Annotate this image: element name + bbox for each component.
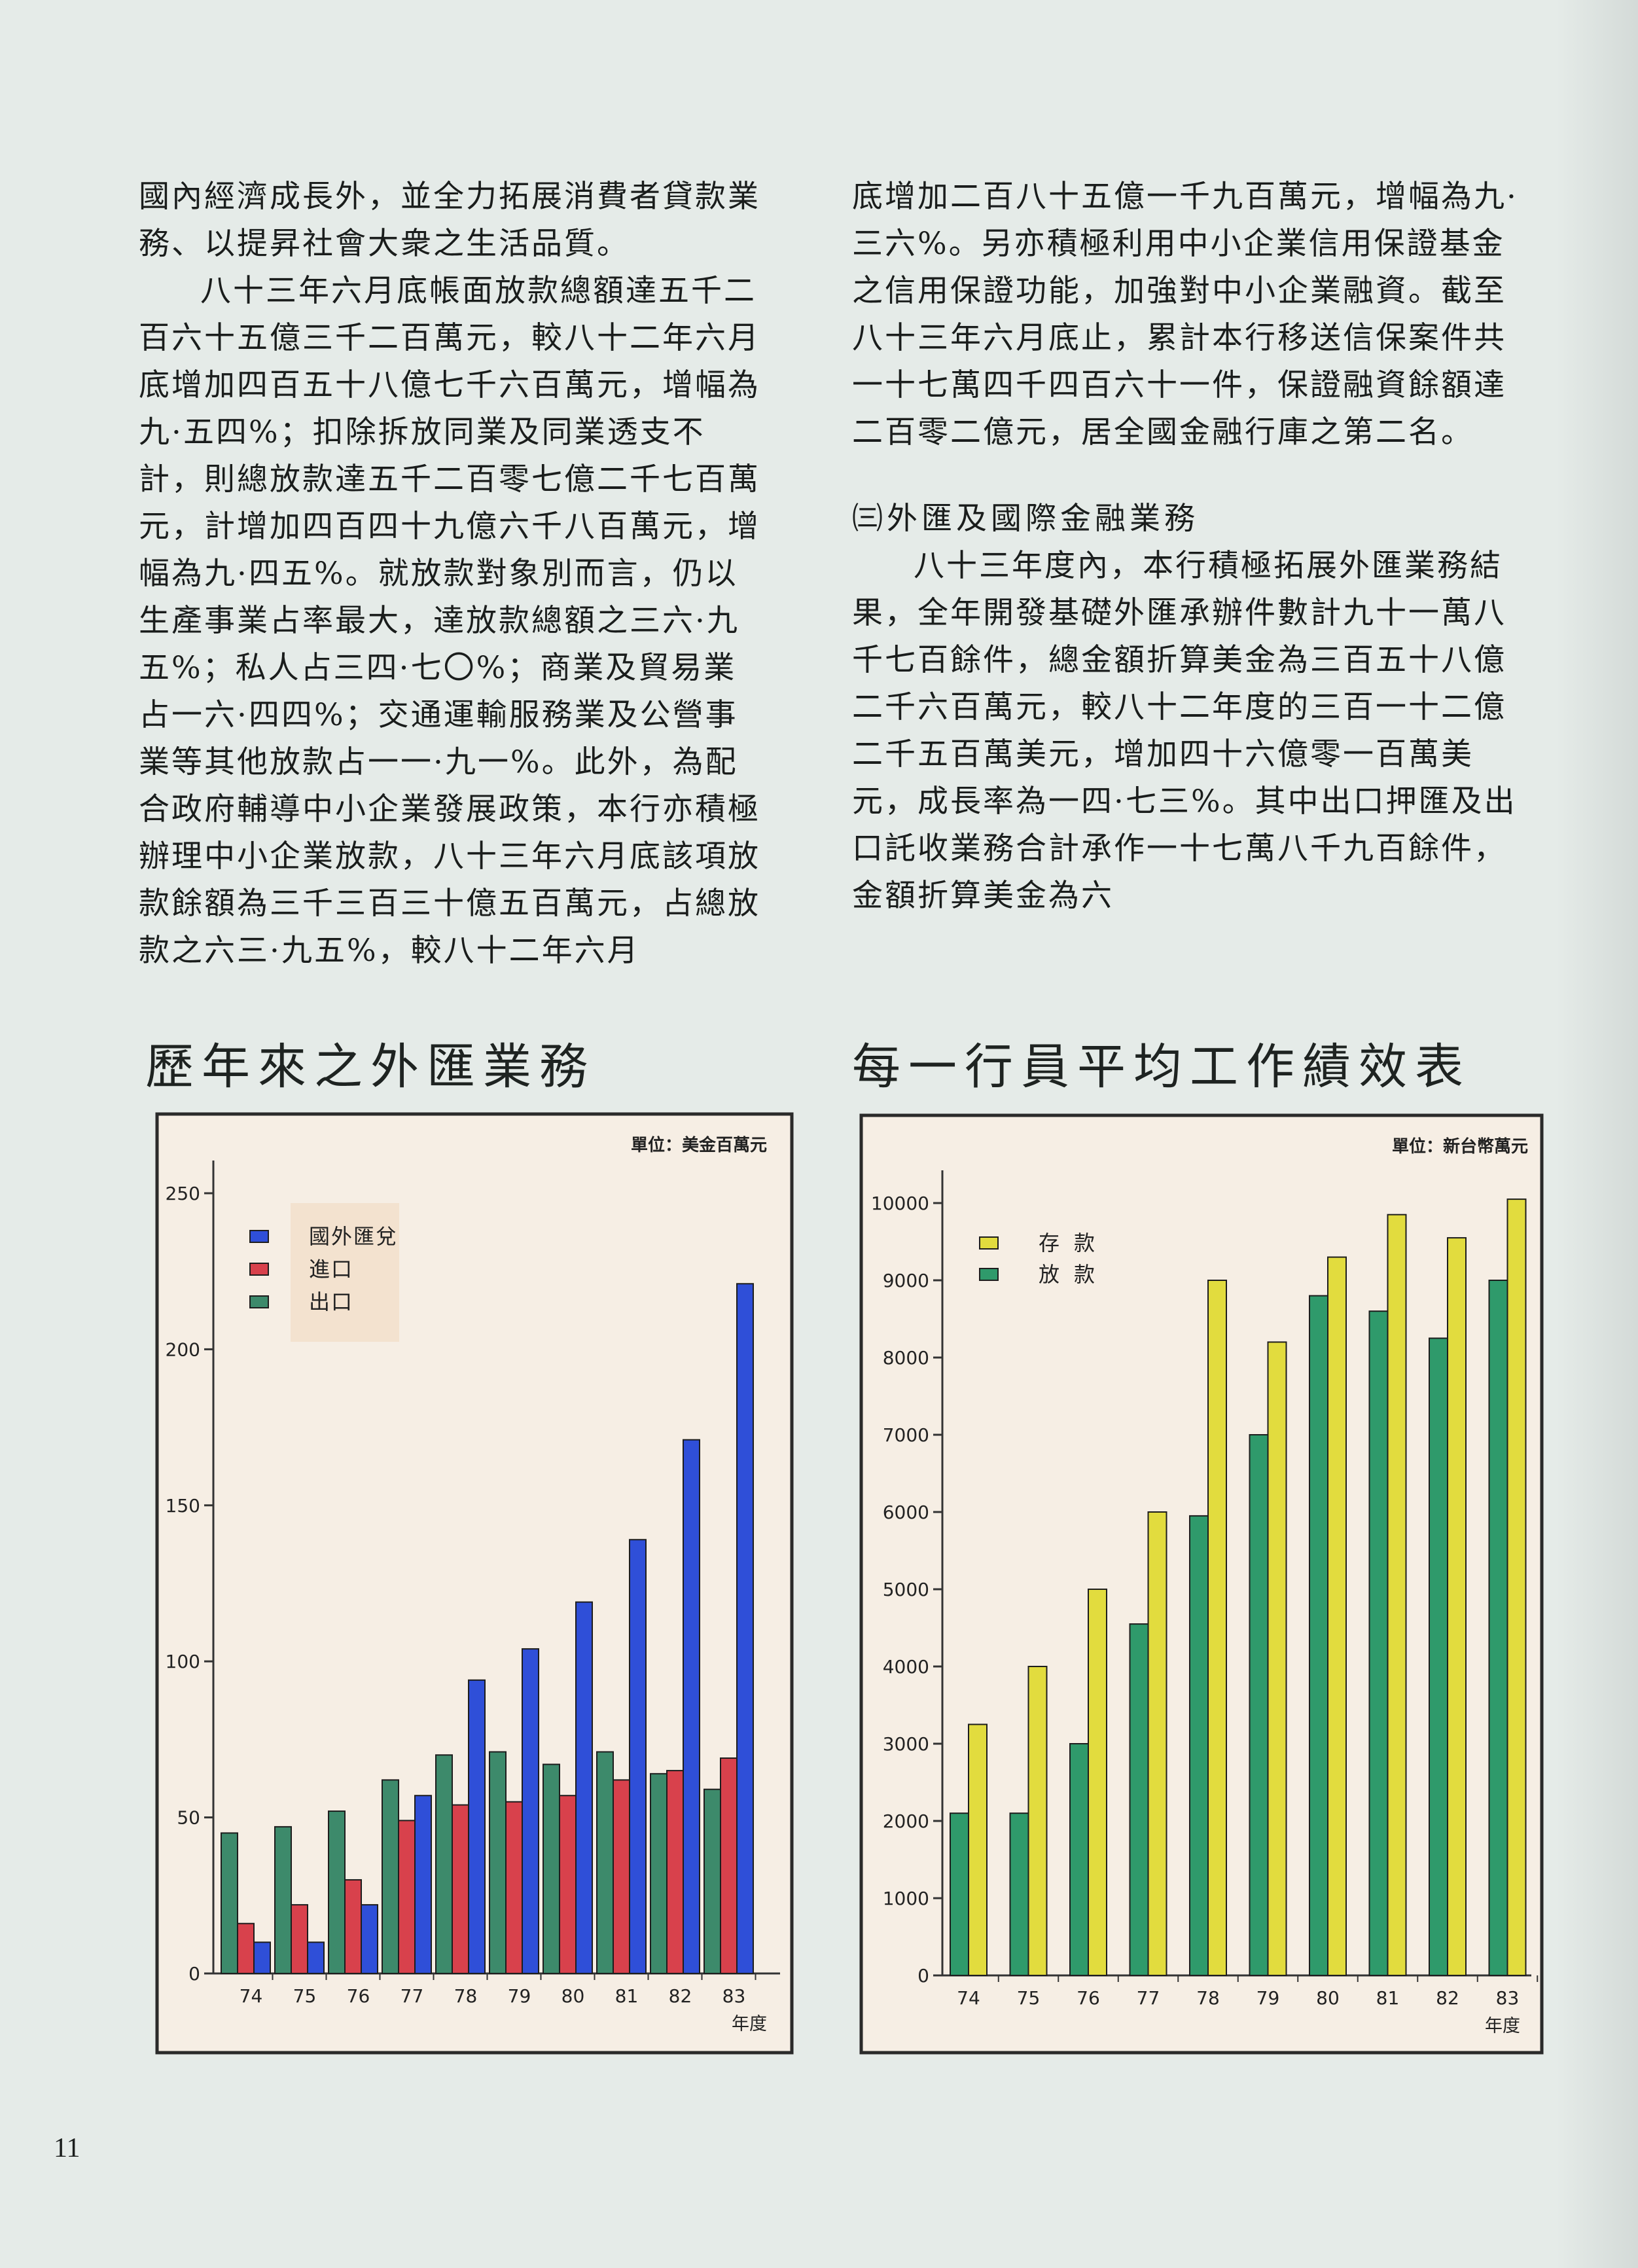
y-tick-label: 0 bbox=[188, 1963, 200, 1985]
chart-title-forex: 歷年來之外匯業務 bbox=[145, 1039, 596, 1095]
paragraph: 八十三年六月底帳面放款總額達五千二百六十五億三千二百萬元，較八十二年六月底增加四… bbox=[139, 273, 760, 969]
legend-label-進口: 進口 bbox=[309, 1257, 353, 1282]
legend-box bbox=[291, 1203, 399, 1342]
bar-進口-82 bbox=[666, 1770, 684, 1975]
x-tick-label: 81 bbox=[615, 1985, 639, 2007]
bar-國外匯兌-77 bbox=[414, 1795, 432, 1975]
bar-出口-80 bbox=[543, 1763, 560, 1974]
x-tick-label: 74 bbox=[240, 1985, 263, 2007]
bar-國外匯兌-80 bbox=[575, 1601, 593, 1974]
y-tick-label: 250 bbox=[166, 1183, 200, 1204]
bar-進口-74 bbox=[237, 1922, 255, 1974]
bar-出口-77 bbox=[382, 1779, 399, 1975]
page-number: 11 bbox=[54, 2133, 80, 2163]
bar-進口-83 bbox=[720, 1757, 738, 1975]
legend-label-出口: 出口 bbox=[309, 1289, 353, 1314]
bar-國外匯兌-83 bbox=[736, 1283, 754, 1974]
bar-國外匯兌-81 bbox=[629, 1539, 647, 1975]
x-tick-label: 75 bbox=[293, 1985, 317, 2007]
x-tick-label: 80 bbox=[561, 1985, 585, 2007]
legend-swatch-國外匯兌 bbox=[249, 1230, 269, 1243]
paragraph: 底增加二百八十五億一千九百萬元，增幅為九·三六%。另亦積極利用中小企業信用保證基… bbox=[852, 179, 1518, 450]
bar-國外匯兌-82 bbox=[683, 1439, 700, 1975]
left-text-column: 國內經濟成長外，並全力拓展消費者貸款業務、以提昇社會大衆之生活品質。 八十三年六… bbox=[139, 173, 760, 975]
x-tick-label: 78 bbox=[454, 1985, 478, 2007]
x-tick-label: 82 bbox=[669, 1985, 692, 2007]
legend-swatch-進口 bbox=[249, 1263, 269, 1276]
x-axis-label: 年度 bbox=[732, 2014, 767, 2034]
bar-出口-78 bbox=[435, 1754, 453, 1974]
bar-出口-83 bbox=[703, 1788, 721, 1974]
bar-進口-81 bbox=[613, 1779, 630, 1975]
bar-出口-76 bbox=[328, 1810, 346, 1974]
y-tick-label: 150 bbox=[166, 1495, 200, 1517]
x-tick-label: 83 bbox=[722, 1985, 746, 2007]
x-tick-label: 76 bbox=[347, 1985, 370, 2007]
paragraph: 國內經濟成長外，並全力拓展消費者貸款業務、以提昇社會大衆之生活品質。 bbox=[139, 179, 760, 262]
bar-國外匯兌-78 bbox=[468, 1679, 486, 1975]
section-heading: ㈢外匯及國際金融業務 bbox=[852, 501, 1199, 537]
bar-國外匯兌-76 bbox=[361, 1904, 378, 1975]
y-tick-label: 50 bbox=[177, 1807, 200, 1829]
bar-出口-82 bbox=[650, 1773, 668, 1974]
bar-進口-78 bbox=[452, 1804, 469, 1975]
legend-swatch-出口 bbox=[249, 1295, 269, 1308]
legend-label-國外匯兌: 國外匯兌 bbox=[309, 1224, 398, 1249]
bar-進口-77 bbox=[398, 1820, 416, 1974]
y-tick-label: 200 bbox=[166, 1339, 200, 1360]
bar-出口-74 bbox=[221, 1832, 238, 1974]
y-tick-label: 100 bbox=[166, 1651, 200, 1672]
chart-title-performance: 每一行員平均工作績效表 bbox=[852, 1039, 1471, 1095]
bar-國外匯兌-79 bbox=[522, 1648, 539, 1974]
unit-label: 單位：美金百萬元 bbox=[631, 1135, 767, 1155]
bar-出口-79 bbox=[489, 1751, 507, 1974]
bar-出口-75 bbox=[274, 1826, 292, 1975]
x-tick-label: 79 bbox=[508, 1985, 531, 2007]
bar-進口-79 bbox=[505, 1801, 523, 1974]
bar-國外匯兌-74 bbox=[253, 1941, 271, 1975]
bar-進口-75 bbox=[291, 1904, 308, 1975]
paragraph: 八十三年度內，本行積極拓展外匯業務結果，全年開發基礎外匯承辦件數計九十一萬八千七… bbox=[852, 548, 1517, 914]
bar-出口-81 bbox=[596, 1751, 614, 1974]
bar-國外匯兌-75 bbox=[307, 1941, 325, 1975]
right-text-column: 底增加二百八十五億一千九百萬元，增幅為九·三六%。另亦積極利用中小企業信用保證基… bbox=[852, 173, 1533, 920]
x-tick-label: 77 bbox=[401, 1985, 424, 2007]
bar-進口-76 bbox=[344, 1879, 362, 1974]
bar-進口-80 bbox=[559, 1795, 577, 1975]
